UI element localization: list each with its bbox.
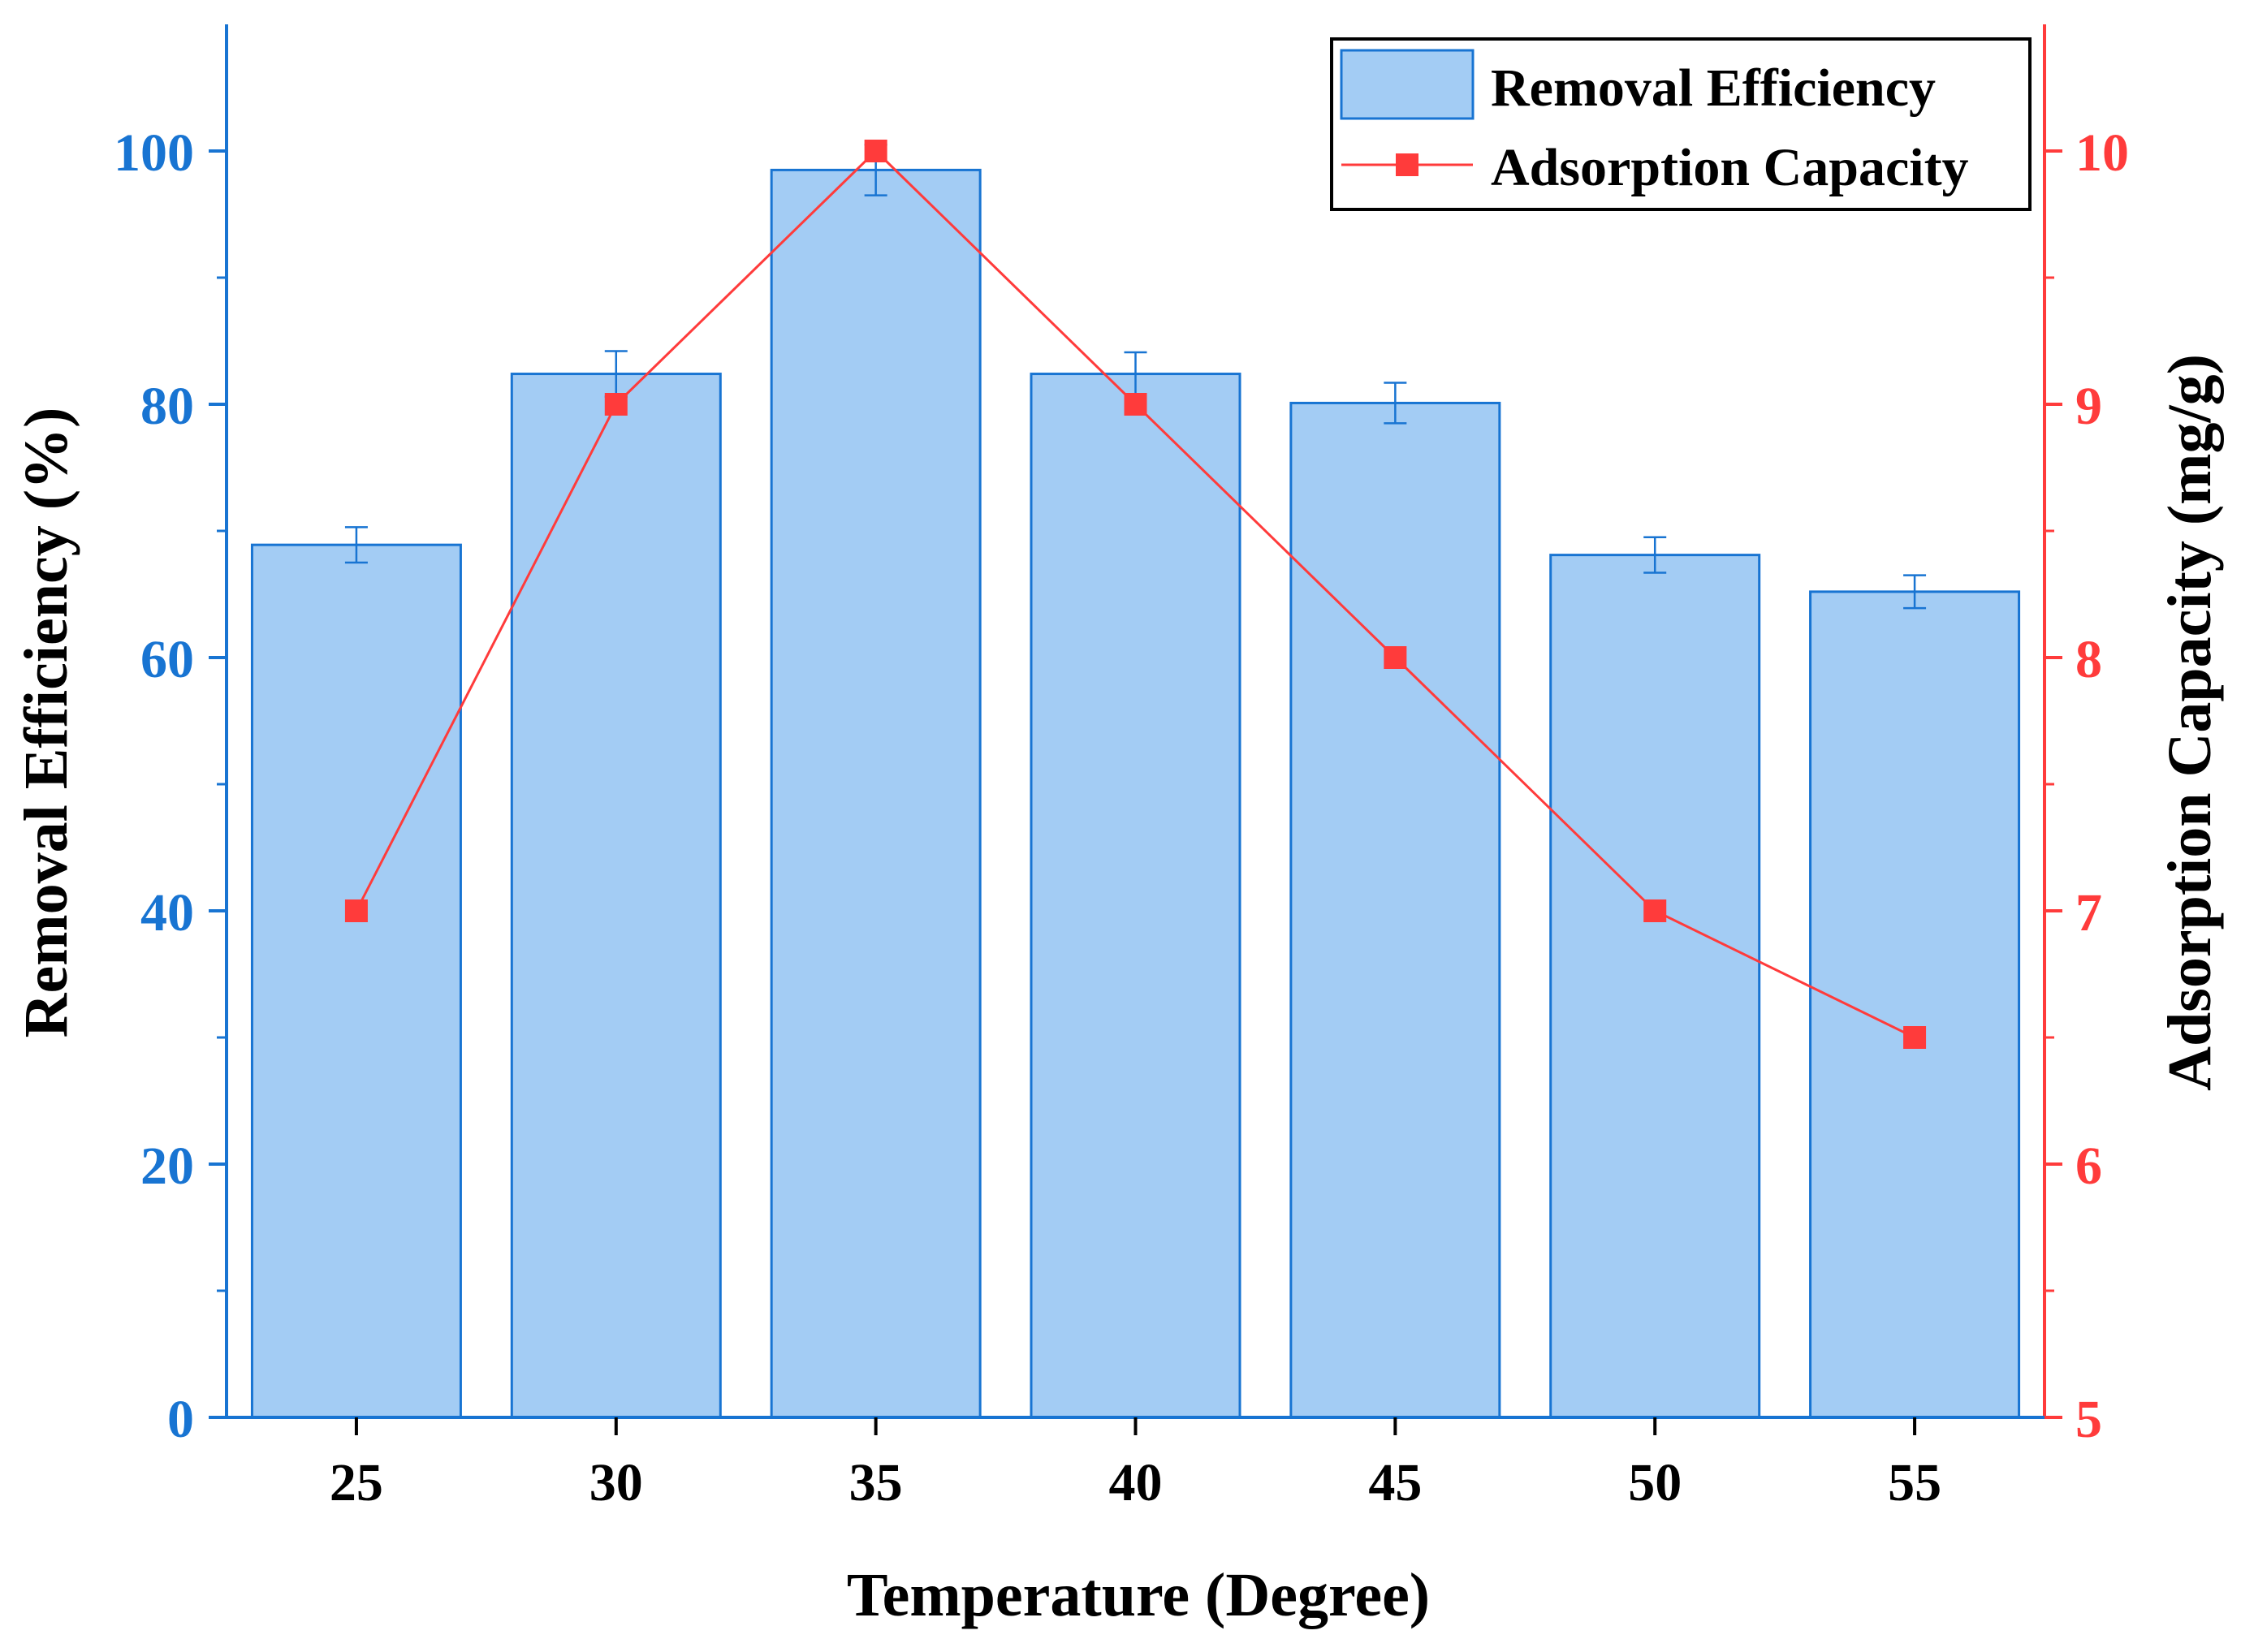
y-left-tick-label-80: 80 (140, 377, 194, 436)
y-right-tick-label-9: 9 (2075, 377, 2102, 436)
x-tick-label-35: 35 (849, 1453, 903, 1512)
x-tick-label-55: 55 (1888, 1453, 1941, 1512)
y-left-tick-label-100: 100 (114, 123, 194, 183)
legend: Removal Efficiency Adsorption Capacity (1330, 37, 2032, 211)
capacity-point-45 (1384, 646, 1407, 669)
legend-label-adsorption-capacity: Adsorption Capacity (1491, 138, 1969, 197)
y-right-tick-label-7: 7 (2075, 883, 2102, 942)
y-right-tick-label-5: 5 (2075, 1390, 2102, 1449)
bar-40 (1030, 373, 1241, 1419)
x-tick-label-50: 50 (1628, 1453, 1682, 1512)
x-tick-label-40: 40 (1109, 1453, 1163, 1512)
x-tick-label-30: 30 (589, 1453, 643, 1512)
y-left-tick-label-0: 0 (167, 1390, 194, 1449)
x-tick-label-45: 45 (1368, 1453, 1422, 1512)
bar-50 (1549, 554, 1761, 1419)
y-right-tick-label-8: 8 (2075, 630, 2102, 689)
x-tick-label-25: 25 (330, 1453, 383, 1512)
capacity-line-layer (344, 140, 1927, 1049)
legend-swatch-removal-efficiency (1340, 49, 1475, 120)
capacity-point-50 (1643, 899, 1667, 922)
y-left-tick-label-60: 60 (140, 630, 194, 689)
y-left-axis-title: Removal Efficiency (%) (12, 408, 80, 1038)
capacity-point-40 (1124, 393, 1147, 416)
y-right-tick-label-6: 6 (2075, 1137, 2102, 1196)
y-left-tick-label-40: 40 (140, 883, 194, 942)
legend-label-removal-efficiency: Removal Efficiency (1491, 58, 1936, 118)
bar-55 (1809, 590, 2021, 1419)
legend-marker-adsorption-capacity (1396, 153, 1418, 176)
capacity-point-55 (1903, 1026, 1927, 1049)
y-left-tick-label-20: 20 (140, 1137, 194, 1196)
bar-25 (250, 543, 462, 1419)
bar-35 (770, 168, 982, 1419)
y-right-axis-title: Adsorption Capacity (mg/g) (2156, 354, 2224, 1091)
bar-30 (510, 373, 722, 1419)
ticks-layer: 0 20 40 60 80 100 5 6 7 8 9 10 25 30 35 40 45 50 55 (114, 123, 2129, 1512)
x-axis-title: Temperature (Degree) (847, 1561, 1430, 1629)
capacity-point-35 (864, 140, 887, 162)
capacity-point-30 (604, 393, 628, 416)
bars-layer (250, 168, 2021, 1419)
capacity-point-25 (344, 899, 368, 922)
bar-45 (1289, 401, 1501, 1419)
y-right-tick-label-10: 10 (2075, 123, 2129, 183)
